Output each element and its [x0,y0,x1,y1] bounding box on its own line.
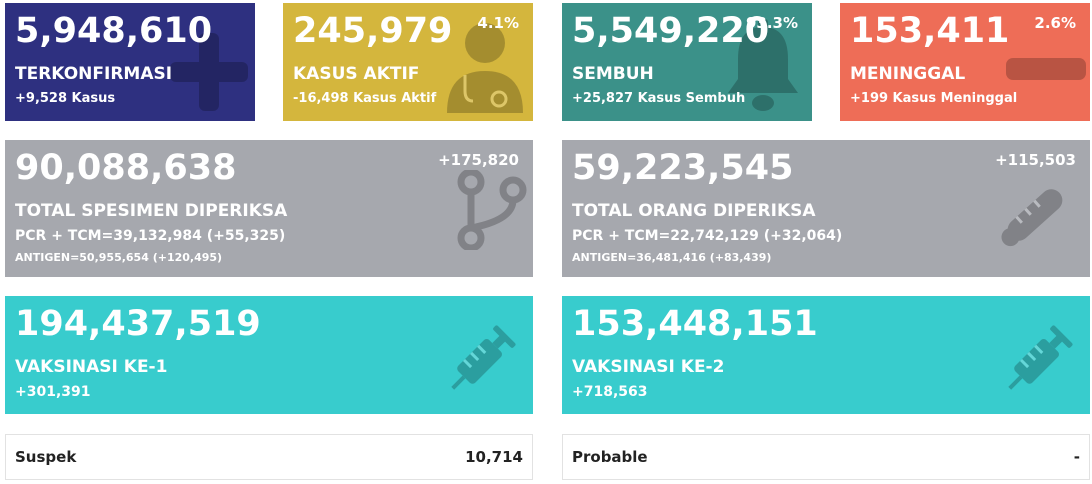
probable-label: Probable [572,448,648,466]
doctor-icon [447,23,523,113]
people-antigen: ANTIGEN=36,481,416 (+83,439) [572,251,772,264]
deaths-label: MENINGGAL [850,64,966,84]
specimens-pcr: PCR + TCM=39,132,984 (+55,325) [15,228,286,244]
confirmed-value: 5,948,610 [15,11,213,51]
probable-row: Probable - [562,434,1090,480]
active-percent: 4.1% [477,14,519,32]
probable-value: - [1073,448,1080,466]
recovered-label: SEMBUH [572,64,654,84]
vaccine2-card: 153,448,151 VAKSINASI KE-2 +718,563 [562,296,1090,414]
recovered-value: 5,549,220 [572,11,770,51]
people-label: TOTAL ORANG DIPERIKSA [572,201,816,221]
vaccine2-value: 153,448,151 [572,304,818,344]
recovered-card: 5,549,220 93.3% SEMBUH +25,827 Kasus Sem… [562,3,812,121]
recovered-delta: +25,827 Kasus Sembuh [572,91,746,106]
recovered-percent: 93.3% [745,14,798,32]
people-pcr: PCR + TCM=22,742,129 (+32,064) [572,228,843,244]
vaccine2-label: VAKSINASI KE-2 [572,357,725,377]
vaccine1-delta: +301,391 [15,384,91,400]
syringe-icon [1008,325,1073,390]
suspect-row: Suspek 10,714 [5,434,533,480]
suspect-value: 10,714 [465,448,523,466]
code-branch-icon [457,170,527,250]
active-delta: -16,498 Kasus Aktif [293,91,437,106]
minus-icon [1006,58,1086,80]
deaths-card: 153,411 2.6% MENINGGAL +199 Kasus Mening… [840,3,1090,121]
confirmed-card: 5,948,610 TERKONFIRMASI +9,528 Kasus [5,3,255,121]
vaccine1-value: 194,437,519 [15,304,261,344]
vaccine1-card: 194,437,519 VAKSINASI KE-1 +301,391 [5,296,533,414]
specimens-card: 90,088,638 +175,820 TOTAL SPESIMEN DIPER… [5,140,533,277]
people-value: 59,223,545 [572,148,794,188]
people-delta: +115,503 [995,151,1076,169]
syringe-icon [451,325,516,390]
specimens-label: TOTAL SPESIMEN DIPERIKSA [15,201,288,221]
specimens-antigen: ANTIGEN=50,955,654 (+120,495) [15,251,223,264]
suspect-label: Suspek [15,448,77,466]
specimens-value: 90,088,638 [15,148,237,188]
active-card: 245,979 4.1% KASUS AKTIF -16,498 Kasus A… [283,3,533,121]
deaths-delta: +199 Kasus Meninggal [850,91,1018,106]
active-label: KASUS AKTIF [293,64,420,84]
thermometer-icon [1001,189,1063,247]
bell-icon [728,19,798,111]
active-value: 245,979 [293,11,453,51]
vaccine2-delta: +718,563 [572,384,648,400]
confirmed-delta: +9,528 Kasus [15,91,116,106]
confirmed-label: TERKONFIRMASI [15,64,173,84]
vaccine1-label: VAKSINASI KE-1 [15,357,168,377]
deaths-value: 153,411 [850,11,1010,51]
deaths-percent: 2.6% [1034,14,1076,32]
specimens-delta: +175,820 [438,151,519,169]
plus-icon [170,33,248,111]
people-card: 59,223,545 +115,503 TOTAL ORANG DIPERIKS… [562,140,1090,277]
